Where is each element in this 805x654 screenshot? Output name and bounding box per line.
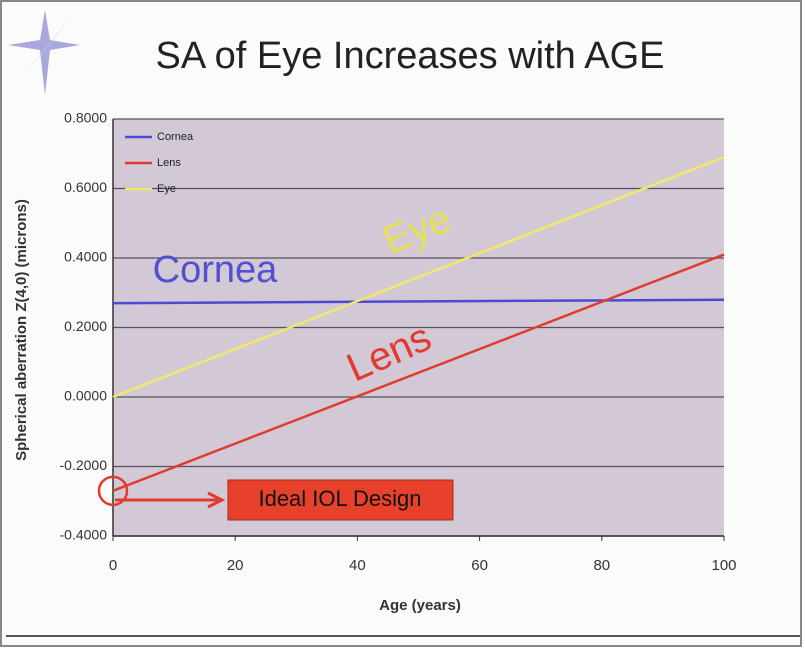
legend-label: Lens [157, 157, 181, 169]
y-tick-label: 0.8000 [64, 110, 107, 126]
annotation: Cornea [153, 249, 278, 291]
x-axis-label: Age (years) [379, 597, 461, 614]
star-decoration [8, 10, 80, 95]
x-tick-label: 60 [471, 557, 488, 574]
y-axis-label: Spherical aberration Z(4,0) (microns) [13, 199, 30, 461]
y-tick-label: -0.2000 [60, 457, 108, 473]
y-tick-label: 0.2000 [64, 318, 107, 334]
y-tick-label: 0.6000 [64, 179, 107, 195]
annotation: Ideal IOL Design [258, 486, 421, 511]
annotation-circle [97, 475, 129, 507]
series-line [112, 253, 725, 492]
legend-label: Eye [157, 183, 176, 195]
series-line [112, 156, 725, 399]
annotation-box [227, 479, 454, 521]
x-tick-label: 20 [227, 557, 244, 574]
y-tick-label: 0.0000 [64, 388, 107, 404]
x-tick-label: 80 [593, 557, 610, 574]
series-line [112, 298, 725, 305]
annotation-arrow [115, 491, 226, 509]
x-tick-label: 100 [711, 557, 736, 574]
x-tick-label: 0 [109, 557, 117, 574]
y-tick-label: -0.4000 [60, 527, 108, 543]
x-tick-label: 40 [349, 557, 366, 574]
legend-label: Cornea [157, 131, 194, 143]
y-tick-label: 0.4000 [64, 249, 107, 265]
chart-title: SA of Eye Increases with AGE [155, 35, 664, 77]
